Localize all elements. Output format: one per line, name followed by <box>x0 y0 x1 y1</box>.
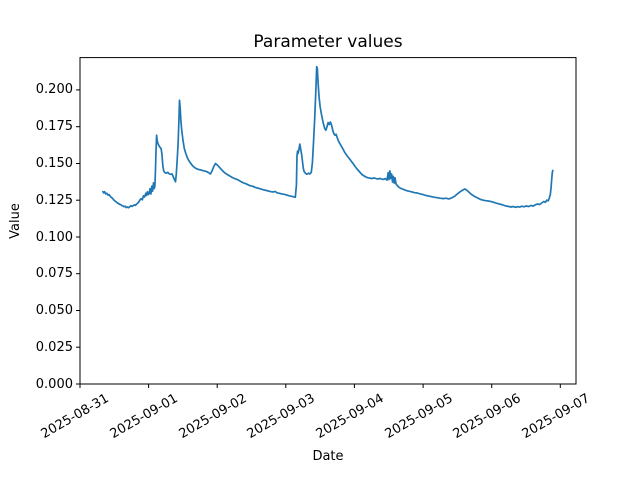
y-tick-label: 0.200 <box>35 82 73 98</box>
y-tick-label: 0.175 <box>35 119 73 135</box>
data-line <box>102 65 554 209</box>
y-tick-label: 0.050 <box>35 303 73 318</box>
y-tick-label: 0.025 <box>35 339 73 355</box>
y-axis-label: Value <box>8 203 23 239</box>
y-tick-label: 0.125 <box>35 192 73 208</box>
y-tick-label: 0.000 <box>35 376 73 392</box>
axes-frame <box>79 57 577 385</box>
chart-title: Parameter values <box>253 32 403 52</box>
y-tick-label: 0.100 <box>35 229 73 245</box>
y-tick-label: 0.150 <box>35 156 73 171</box>
y-tick-label: 0.075 <box>35 266 73 282</box>
x-axis-label: Date <box>312 449 344 464</box>
